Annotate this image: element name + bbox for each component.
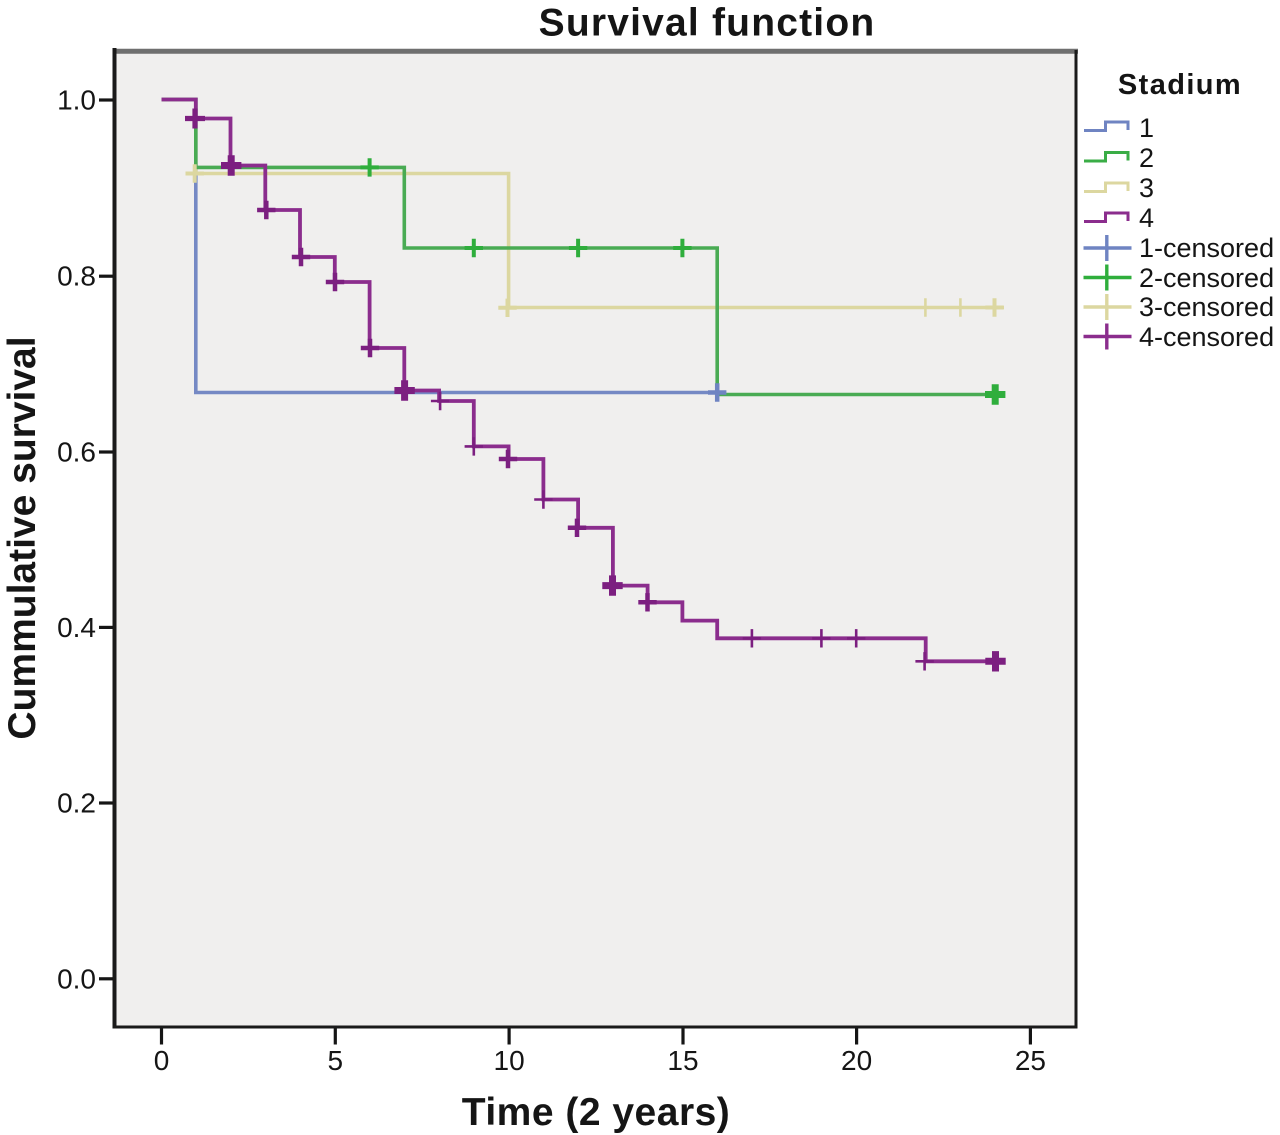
- svg-text:15: 15: [667, 1045, 698, 1076]
- svg-text:3-censored: 3-censored: [1139, 292, 1274, 322]
- svg-text:1.0: 1.0: [57, 85, 96, 116]
- svg-text:0: 0: [154, 1045, 170, 1076]
- svg-text:4: 4: [1139, 203, 1154, 233]
- svg-text:25: 25: [1015, 1045, 1046, 1076]
- svg-text:2-censored: 2-censored: [1139, 263, 1274, 293]
- svg-text:0.6: 0.6: [57, 437, 96, 468]
- svg-text:1-censored: 1-censored: [1139, 233, 1274, 263]
- svg-text:0.8: 0.8: [57, 261, 96, 292]
- svg-text:4-censored: 4-censored: [1139, 322, 1274, 352]
- svg-text:0.4: 0.4: [57, 612, 96, 643]
- svg-text:1: 1: [1139, 113, 1154, 143]
- svg-text:Survival function: Survival function: [539, 2, 876, 45]
- svg-text:Stadium: Stadium: [1118, 69, 1242, 101]
- svg-text:Time (2 years): Time (2 years): [462, 1091, 731, 1134]
- svg-text:0.2: 0.2: [57, 788, 96, 819]
- svg-text:0.0: 0.0: [57, 963, 96, 994]
- svg-text:10: 10: [494, 1045, 525, 1076]
- svg-text:2: 2: [1139, 143, 1154, 173]
- svg-text:Cummulative survival: Cummulative survival: [1, 336, 44, 739]
- svg-text:20: 20: [841, 1045, 872, 1076]
- svg-text:3: 3: [1139, 173, 1154, 203]
- svg-text:5: 5: [328, 1045, 344, 1076]
